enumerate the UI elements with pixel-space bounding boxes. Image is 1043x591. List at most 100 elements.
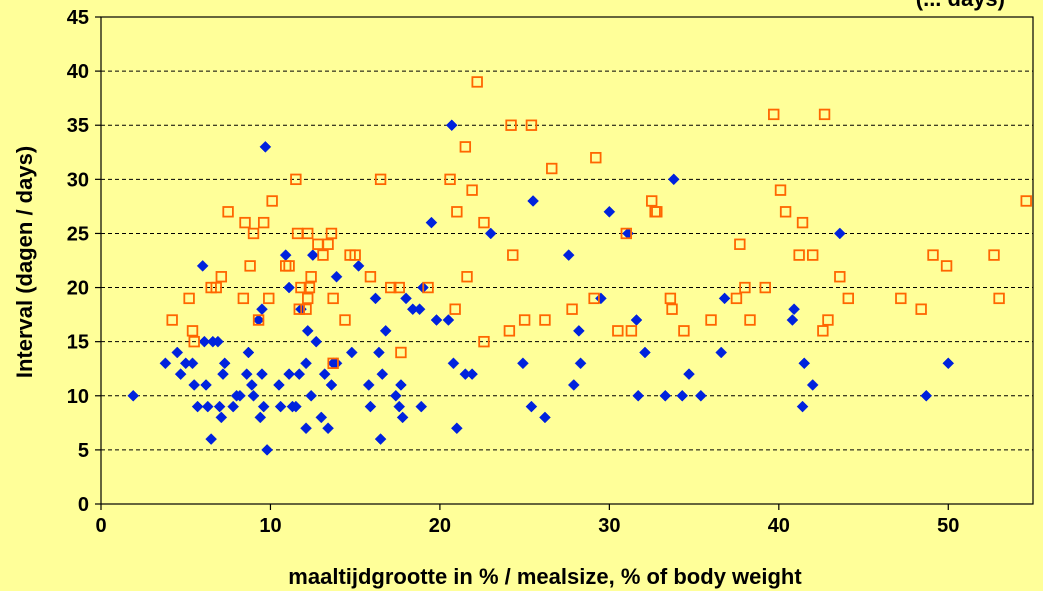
y-tick-label: 35 [67, 115, 89, 137]
square-point [210, 281, 222, 294]
diamond-point [833, 227, 846, 240]
diamond-point [318, 368, 331, 380]
diamond-point [715, 346, 728, 359]
diamond-point [415, 400, 428, 413]
diamond-point [806, 379, 819, 391]
square-point [774, 184, 787, 196]
square-point [478, 216, 490, 229]
square-point [842, 292, 854, 305]
diamond-point [920, 389, 933, 402]
square-point [793, 249, 805, 261]
diamond-point [325, 379, 338, 391]
square-point [507, 249, 519, 261]
diamond-point [567, 379, 580, 391]
diamond-point [217, 368, 229, 380]
square-point [186, 325, 199, 337]
diamond-point [393, 400, 406, 413]
square-point [300, 303, 312, 315]
square-point [385, 281, 397, 294]
diamond-point [574, 357, 587, 370]
diamond-point [798, 357, 811, 370]
diamond-point [310, 335, 323, 348]
square-point [395, 346, 407, 359]
y-tick-label: 0 [78, 494, 89, 516]
diamond-point [447, 357, 460, 370]
diamond-point [632, 389, 645, 402]
diamond-point [539, 411, 551, 424]
diamond-point [290, 400, 302, 413]
diamond-point [796, 400, 809, 413]
diamond-point [603, 205, 616, 218]
diamond-point [215, 411, 228, 424]
square-point [188, 335, 200, 348]
diamond-point [245, 379, 258, 391]
diamond-point [445, 119, 458, 132]
diamond-point [201, 400, 214, 413]
diamond-point [186, 357, 199, 370]
square-point [283, 260, 295, 272]
square-point [796, 216, 809, 229]
diamond-point [283, 281, 295, 294]
square-point [518, 314, 531, 326]
diamond-point [240, 368, 253, 380]
x-tick-label: 50 [937, 515, 959, 537]
square-point [895, 292, 907, 305]
square-point [478, 335, 490, 348]
square-point [322, 238, 334, 250]
x-tick-label: 20 [429, 515, 451, 537]
square-point [988, 249, 1000, 261]
square-point [993, 292, 1005, 305]
diamond-point [274, 400, 287, 413]
diamond-point [786, 314, 799, 326]
square-point [444, 173, 456, 186]
y-axis-title: Interval (dagen / days) [12, 146, 37, 378]
diamond-point [283, 368, 295, 380]
diamond-point [400, 292, 412, 305]
diamond-point [330, 270, 343, 283]
square-point [759, 281, 771, 294]
square-point [364, 271, 377, 283]
square-point [664, 292, 677, 305]
diamond-point [788, 303, 800, 316]
diamond-point [261, 444, 273, 456]
square-point [503, 325, 516, 337]
diamond-point [683, 368, 695, 380]
diamond-point [259, 141, 272, 153]
square-point [678, 325, 690, 337]
square-point [588, 292, 600, 305]
diamond-point [396, 411, 409, 424]
square-point [305, 271, 317, 283]
square-point [393, 281, 405, 294]
square-point [539, 314, 551, 326]
diamond-point [376, 368, 389, 380]
diamond-point [301, 324, 314, 337]
y-tick-label: 25 [67, 223, 89, 245]
square-point [625, 325, 638, 337]
diamond-point [234, 389, 246, 402]
square-point [705, 314, 717, 326]
square-point [807, 249, 819, 261]
diamond-point [205, 433, 217, 445]
diamond-point [373, 346, 385, 359]
square-point [339, 314, 351, 326]
square-point [266, 195, 278, 207]
square-point [374, 173, 387, 186]
square-point [915, 303, 927, 315]
diamond-point [379, 324, 392, 337]
square-point [237, 292, 250, 305]
y-tick-label: 15 [67, 332, 89, 354]
diamond-point [466, 368, 478, 380]
diamond-point [174, 368, 187, 380]
diamond-point [127, 389, 140, 402]
diamond-point [676, 389, 689, 402]
square-point [927, 249, 939, 261]
y-tick-label: 40 [67, 61, 89, 83]
square-point [215, 271, 228, 283]
square-point [349, 249, 361, 261]
y-tick-label: 45 [67, 7, 89, 29]
diamond-point [315, 411, 328, 424]
square-point [183, 292, 195, 305]
square-point [768, 108, 780, 121]
square-point [525, 119, 538, 131]
diamond-point [527, 195, 539, 207]
